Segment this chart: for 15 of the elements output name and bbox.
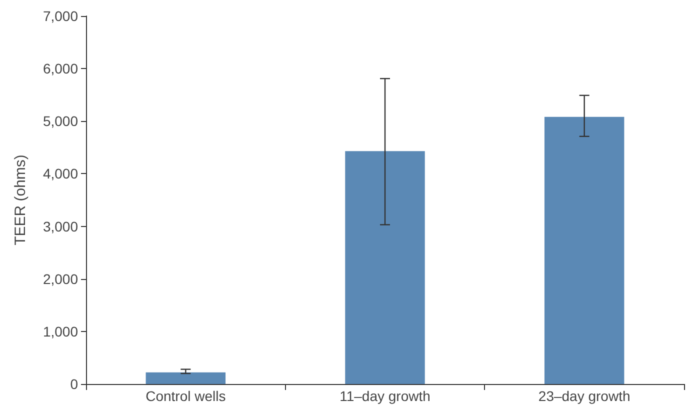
y-tick-label: 7,000 [42,8,78,24]
y-tick-label: 6,000 [42,60,78,77]
bar [345,151,425,384]
y-tick-label: 4,000 [42,166,78,182]
y-tick-label: 0 [70,376,78,392]
y-axis-title: TEER (ohms) [12,154,29,246]
y-tick-label: 1,000 [42,323,78,340]
y-tick-label: 3,000 [42,218,78,234]
bar [544,116,624,384]
y-tick-label: 5,000 [42,113,78,130]
x-tick-label: 11–day growth [340,388,430,404]
x-tick-label: Control wells [146,388,226,404]
bar [146,372,226,384]
y-tick-label: 2,000 [42,270,78,287]
x-tick-label: 23–day growth [538,388,630,404]
